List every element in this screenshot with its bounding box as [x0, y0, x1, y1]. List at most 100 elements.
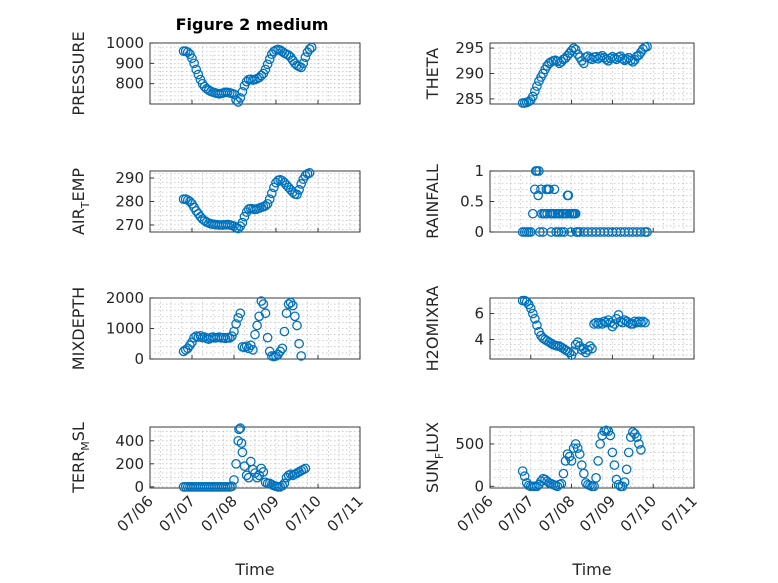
- x-tick-label: 07/09: [576, 492, 619, 535]
- y-axis-label: SUNFLUX: [423, 422, 446, 493]
- data-point: [260, 64, 271, 75]
- data-point: [264, 54, 275, 65]
- data-point: [227, 481, 237, 492]
- data-point: [258, 467, 269, 477]
- data-point: [593, 456, 603, 466]
- data-point: [266, 188, 277, 199]
- data-point: [292, 320, 302, 331]
- x-axis-label: Time: [571, 560, 611, 579]
- data-point: [527, 91, 538, 102]
- data-point: [530, 313, 540, 324]
- data-point: [294, 184, 304, 195]
- data-point: [275, 346, 286, 357]
- data-point: [237, 447, 248, 458]
- y-tick-label: 900: [115, 54, 144, 72]
- data-point: [558, 468, 569, 479]
- x-tick-label: 07/08: [198, 492, 241, 535]
- y-tick-label: 1000: [106, 34, 144, 52]
- y-tick-label: 4: [474, 331, 484, 349]
- data-point: [191, 64, 202, 75]
- data-point: [243, 343, 254, 354]
- data-point: [636, 445, 646, 455]
- data-point: [234, 424, 244, 435]
- data-point: [549, 184, 560, 195]
- data-point: [609, 460, 620, 470]
- data-point: [534, 227, 545, 237]
- data-point: [640, 317, 650, 328]
- y-tick-label: 1000: [106, 320, 144, 338]
- data-point: [519, 471, 530, 481]
- x-tick-label: 07/06: [454, 492, 497, 535]
- data-point: [634, 316, 644, 327]
- data-point: [252, 320, 262, 331]
- x-tick-label: 07/09: [240, 492, 283, 535]
- subplot-rainfall: 0 0.5 1 RAINFALL: [423, 162, 695, 241]
- data-point: [619, 477, 630, 487]
- data-point: [563, 190, 574, 201]
- data-point: [292, 189, 302, 200]
- data-point: [300, 463, 311, 474]
- subplot-h2omixra: 4 6 H2OMIXRA: [423, 286, 695, 372]
- data-point: [300, 52, 311, 63]
- x-tick-label: 07/10: [282, 492, 325, 535]
- data-point: [306, 42, 317, 53]
- data-point: [233, 312, 244, 323]
- y-tick-label: 0: [134, 350, 144, 368]
- data-point: [599, 316, 610, 327]
- data-point: [517, 466, 528, 476]
- data-point: [642, 41, 652, 52]
- y-axis-label: H2OMIXRA: [423, 286, 442, 372]
- data-point: [534, 166, 544, 176]
- data-point: [187, 53, 197, 64]
- y-tick-label: 290: [455, 65, 484, 83]
- y-axis-label: MIXDEPTH: [69, 287, 88, 370]
- data-point: [193, 69, 204, 80]
- figure-title: Figure 2 medium: [176, 15, 329, 34]
- data-point: [235, 423, 246, 434]
- data-point: [605, 430, 616, 441]
- data-point: [277, 480, 288, 491]
- data-point: [574, 449, 585, 459]
- data-point: [570, 44, 581, 55]
- data-point: [553, 227, 564, 237]
- data-point: [555, 208, 566, 219]
- data-point: [262, 332, 273, 343]
- x-tick-label: 07/07: [494, 492, 537, 535]
- data-point: [556, 478, 567, 489]
- data-point: [559, 227, 570, 237]
- data-point: [530, 86, 540, 97]
- data-point: [237, 86, 248, 97]
- x-tick-label: 07/06: [114, 492, 157, 535]
- data-point: [546, 227, 557, 237]
- data-point: [578, 468, 589, 479]
- data-point: [269, 182, 279, 193]
- y-tick-label: 0: [474, 223, 484, 241]
- data-point: [262, 59, 273, 70]
- y-axis-label: PRESSURE: [69, 31, 88, 115]
- y-tick-label: 280: [115, 193, 144, 211]
- data-point: [258, 299, 269, 309]
- subplot-air_temp: 270 280 290 AIRTEMP: [69, 168, 361, 235]
- y-axis-label: TERRMSL: [69, 422, 92, 494]
- data-point: [296, 179, 307, 189]
- data-point: [636, 227, 646, 237]
- data-point: [532, 81, 542, 92]
- data-point: [262, 198, 273, 209]
- data-point: [248, 344, 258, 355]
- data-point: [533, 190, 543, 201]
- data-point: [227, 331, 237, 341]
- x-tick-label: 07/11: [324, 492, 367, 535]
- y-tick-label: 500: [455, 435, 484, 453]
- data-point: [634, 439, 644, 449]
- y-tick-label: 0: [134, 478, 144, 496]
- data-point: [189, 58, 199, 69]
- data-point: [239, 342, 250, 353]
- data-point: [304, 168, 315, 178]
- y-axis-label: AIRTEMP: [69, 168, 92, 235]
- data-point: [195, 330, 206, 341]
- data-point: [591, 472, 601, 483]
- data-point: [613, 310, 624, 320]
- data-point: [623, 447, 634, 458]
- data-point: [632, 432, 642, 443]
